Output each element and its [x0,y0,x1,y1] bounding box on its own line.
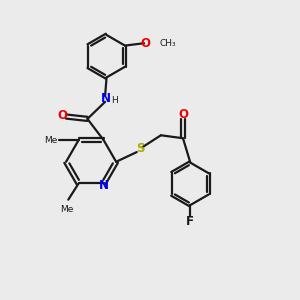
Text: S: S [136,142,145,155]
Text: F: F [186,215,194,228]
Text: O: O [58,109,68,122]
Text: CH₃: CH₃ [159,39,176,48]
Text: Me: Me [60,205,74,214]
Text: Me: Me [44,136,57,145]
Text: H: H [111,96,118,105]
Text: O: O [178,109,188,122]
Text: N: N [101,92,111,105]
Text: O: O [141,37,151,50]
Text: N: N [99,179,109,192]
